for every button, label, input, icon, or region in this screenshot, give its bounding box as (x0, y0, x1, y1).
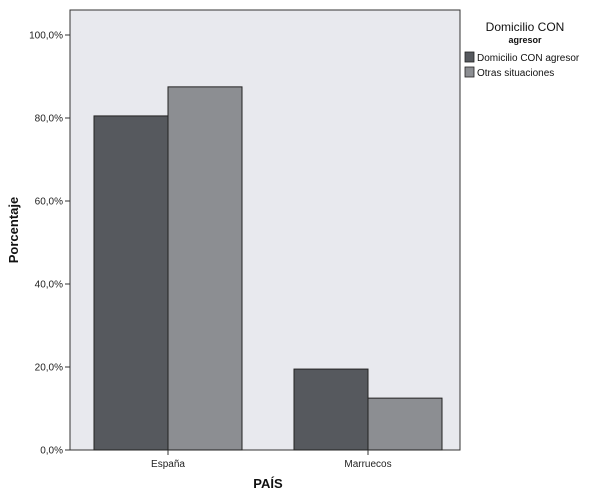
y-tick-label: 80,0% (35, 114, 63, 125)
legend-label: Domicilio CON agresor (477, 53, 580, 64)
y-tick-label: 100,0% (29, 31, 63, 42)
y-axis-ticks: 0,0% 20,0% 40,0% 60,0% 80,0% 100,0% (29, 31, 70, 457)
legend-label: Otras situaciones (477, 68, 554, 79)
x-tick-label: Marruecos (344, 459, 391, 470)
legend: Domicilio CON agresor Domicilio CON agre… (464, 20, 580, 79)
y-tick-label: 0,0% (40, 446, 63, 457)
legend-subtitle: agresor (508, 35, 542, 45)
x-axis-ticks: España Marruecos (151, 450, 392, 470)
bar (93, 115, 169, 451)
x-axis-title: PAÍS (253, 476, 283, 491)
y-tick-label: 40,0% (35, 280, 63, 291)
legend-swatch (464, 51, 475, 63)
legend-title: Domicilio CON (486, 20, 565, 34)
y-tick-label: 60,0% (35, 197, 63, 208)
legend-swatch (464, 66, 475, 78)
y-axis-title: Porcentaje (6, 197, 21, 263)
x-tick-label: España (151, 459, 185, 470)
y-tick-label: 20,0% (35, 363, 63, 374)
legend-items: Domicilio CON agresor Otras situaciones (464, 51, 580, 79)
bar (367, 397, 443, 451)
bar (167, 86, 243, 451)
bar (293, 368, 369, 451)
bars-group (93, 86, 443, 451)
